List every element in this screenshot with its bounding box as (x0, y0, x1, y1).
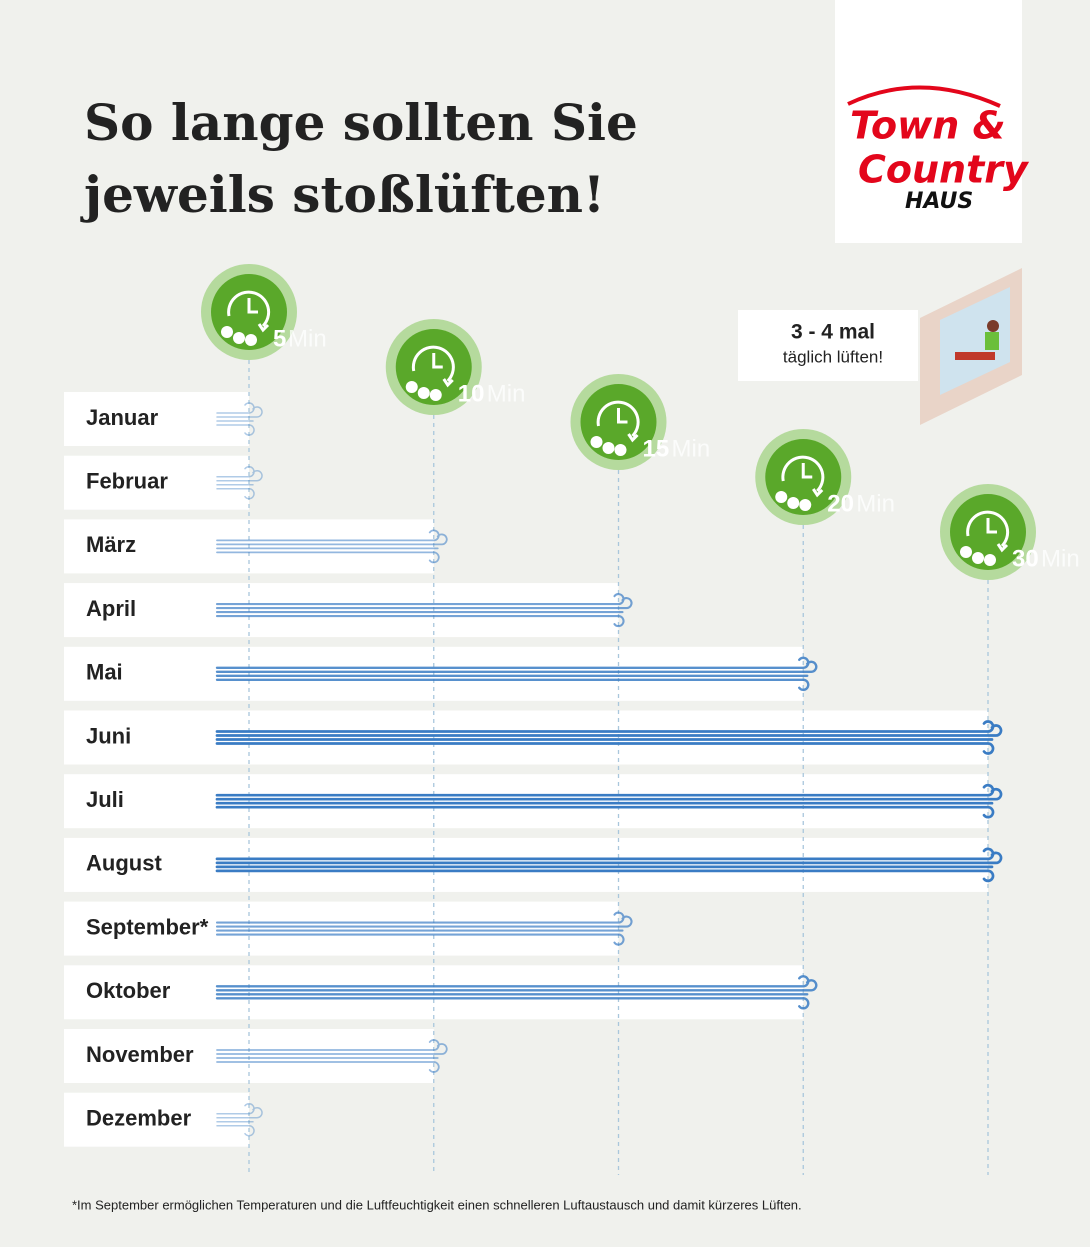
category-label: Juni (86, 723, 131, 748)
bar (216, 529, 448, 564)
icon-clock (781, 455, 825, 498)
bar (215, 975, 818, 1010)
bar (215, 656, 818, 691)
clock-icon: 10 Min (385, 319, 526, 415)
footnote: *Im September ermöglichen Temperaturen u… (72, 1197, 802, 1212)
icon-clock (227, 290, 271, 333)
row-band (64, 710, 988, 765)
category-label: März (86, 532, 136, 557)
icon-dot (799, 499, 812, 511)
category-label: Dezember (86, 1106, 192, 1131)
tick-unit: Min (487, 380, 526, 407)
tick-unit: Min (856, 490, 895, 517)
icon-clock (596, 400, 640, 443)
category-label: April (86, 596, 136, 621)
clock-icon: 15 Min (570, 374, 711, 470)
category-label: Juli (86, 787, 124, 812)
category-label: Oktober (86, 978, 171, 1003)
icon-dot (417, 387, 430, 399)
window-illustration (920, 268, 1022, 425)
category-label: Februar (86, 469, 168, 494)
note-box (738, 310, 918, 381)
bar (216, 402, 263, 436)
icon-dot (787, 497, 800, 509)
icon-dot (972, 552, 984, 564)
bar (216, 1039, 448, 1073)
x-tick-label: 10 (458, 380, 485, 407)
tick-unit: Min (288, 325, 327, 352)
icon-dot (590, 436, 603, 448)
category-label: November (86, 1042, 194, 1067)
bar (215, 593, 633, 628)
category-label: Mai (86, 660, 123, 685)
bar (216, 466, 263, 500)
row-band (64, 392, 249, 446)
x-tick-label: 15 (643, 435, 670, 462)
clock-icon: 20 Min (755, 429, 895, 525)
icon-dot (245, 334, 257, 346)
logo-box (835, 0, 1022, 243)
x-tick-label: 5 (273, 325, 286, 352)
x-tick-label: 30 (1012, 545, 1039, 572)
note-text: täglich lüften! (783, 347, 883, 366)
icon-dot (984, 554, 996, 566)
icon-dot (221, 326, 233, 338)
icon-dot (614, 444, 627, 456)
clock-icon: 5 Min (201, 264, 327, 360)
category-label: September* (86, 914, 209, 939)
row-band (64, 1092, 249, 1147)
logo-text: Country (858, 148, 1030, 192)
x-tick-label: 20 (827, 490, 854, 517)
title-line: jeweils stoßlüften! (80, 165, 605, 224)
icon-dot (405, 381, 418, 393)
icon-dot (775, 491, 788, 503)
clock-icon: 30 Min (940, 484, 1080, 580)
icon-dot (602, 442, 615, 454)
row-band (64, 901, 619, 956)
logo-swoosh (847, 85, 1001, 108)
logo-text: Town & (850, 104, 1006, 148)
icon-clock (966, 510, 1010, 553)
icon-dot (960, 546, 972, 558)
icon-dot (429, 389, 442, 401)
bar (215, 783, 1003, 819)
note-text: 3 - 4 mal (791, 321, 875, 344)
row-band (64, 455, 249, 510)
tick-unit: Min (672, 435, 711, 462)
bar (215, 847, 1003, 883)
tick-unit: Min (1041, 545, 1080, 572)
row-band (64, 774, 988, 829)
bar (215, 720, 1003, 755)
row-band (64, 583, 619, 638)
icon-clock (411, 345, 455, 388)
bar (216, 1103, 263, 1137)
row-band (64, 837, 988, 892)
icon-dot (233, 332, 245, 344)
title-line: So lange sollten Sie (84, 93, 638, 152)
bar (215, 911, 633, 946)
category-label: Januar (86, 405, 159, 430)
category-label: August (86, 851, 162, 876)
logo-text: HAUS (905, 189, 973, 214)
